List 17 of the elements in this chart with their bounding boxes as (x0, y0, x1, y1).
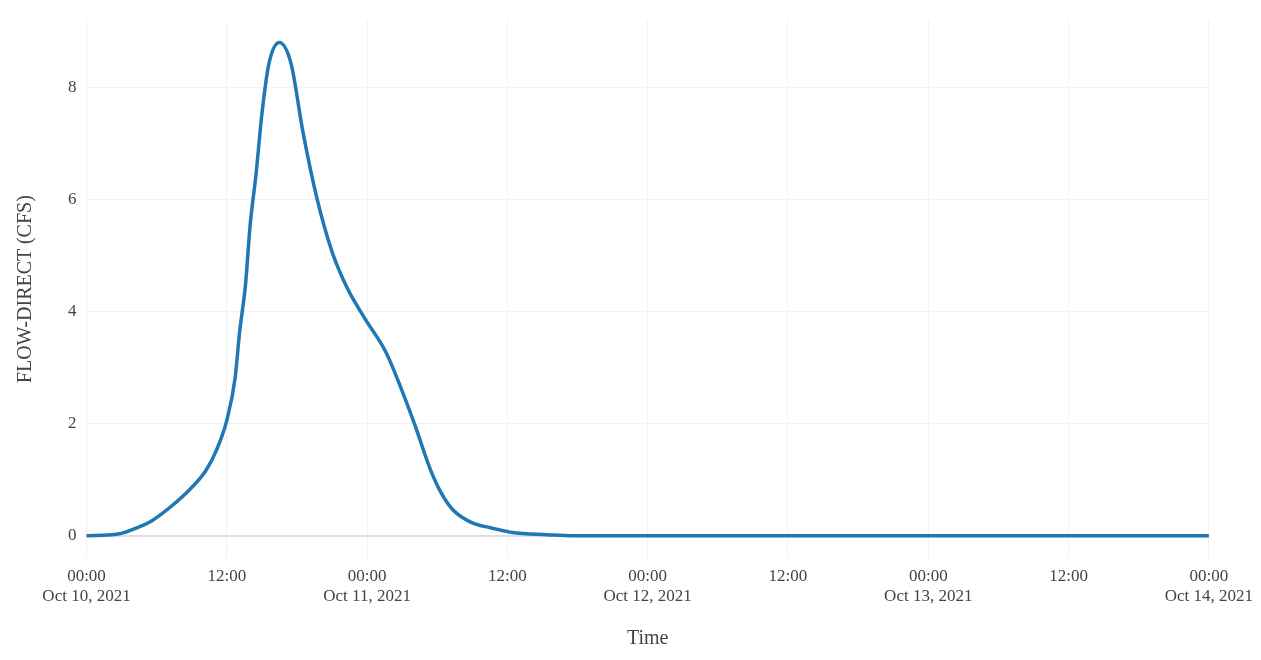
x-tick-label: 00:00 Oct 11, 2021 (323, 565, 411, 606)
x-tick-label: 12:00 (207, 565, 247, 585)
x-tick-label: 12:00 (1049, 565, 1088, 585)
y-tick-label: 8 (68, 76, 77, 96)
x-tick-label: 00:00 Oct 12, 2021 (603, 565, 692, 606)
x-tick-label: 00:00 Oct 10, 2021 (42, 565, 131, 606)
y-tick-label: 2 (68, 413, 77, 433)
y-axis-title: FLOW-DIRECT (CFS) (13, 195, 37, 384)
x-tick-label: 00:00 Oct 14, 2021 (1164, 565, 1253, 606)
y-tick-label: 4 (68, 301, 77, 321)
x-axis-title: Time (626, 626, 669, 649)
x-tick-label: 12:00 (488, 565, 527, 585)
y-tick-label: 6 (68, 189, 77, 208)
y-tick-label: 0 (68, 525, 77, 545)
x-tick-label: 12:00 (768, 565, 808, 585)
line-series (86, 40, 1209, 538)
x-tick-label: 00:00 Oct 13, 2021 (884, 565, 973, 606)
